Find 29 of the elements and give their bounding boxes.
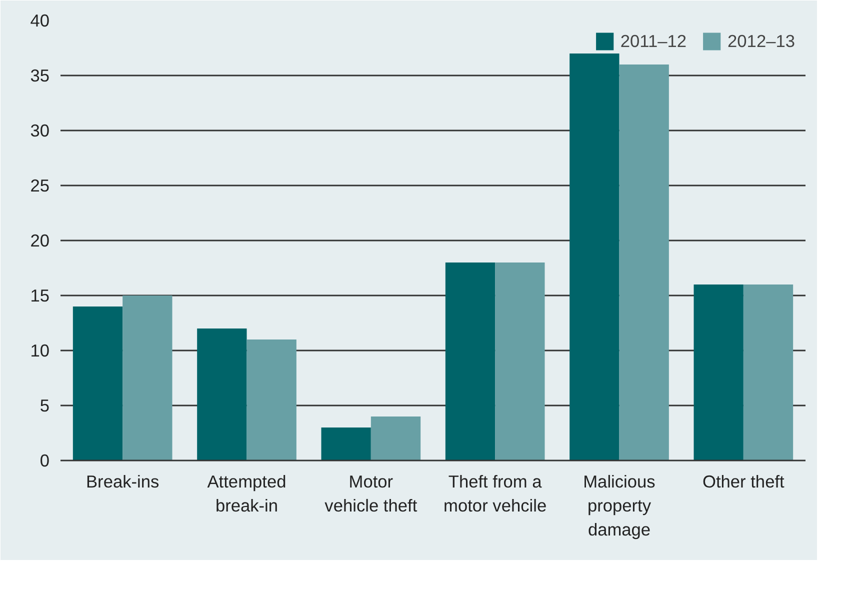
legend-label: 2012–13 xyxy=(728,30,795,52)
x-tick-label: Other theft xyxy=(702,472,785,492)
x-tick-label: Theft from a motor vehcile xyxy=(444,472,547,516)
bar xyxy=(445,262,496,460)
bar xyxy=(570,54,620,460)
y-tick-label: 35 xyxy=(30,66,50,86)
bar xyxy=(246,340,296,460)
y-tick-label: 10 xyxy=(30,340,50,360)
bar xyxy=(321,428,371,460)
bar xyxy=(495,262,545,460)
y-tick-label: 30 xyxy=(30,120,50,140)
y-tick-label: 25 xyxy=(30,176,50,196)
x-tick-label: Break-ins xyxy=(86,472,160,492)
y-tick-label: 0 xyxy=(40,450,50,470)
y-tick-label: 5 xyxy=(40,396,50,416)
bar xyxy=(743,284,794,460)
x-tick-label: Malicious property damage xyxy=(583,472,656,540)
legend-label: 2011–12 xyxy=(620,30,687,52)
x-tick-label: Attempted break-in xyxy=(207,472,286,516)
bar xyxy=(122,296,172,460)
bar xyxy=(619,64,669,460)
y-tick-label: 15 xyxy=(30,286,50,306)
bar xyxy=(694,284,744,460)
bar xyxy=(197,328,247,460)
bar xyxy=(72,306,123,460)
bar xyxy=(370,416,421,460)
x-tick-label: Motor vehicle theft xyxy=(324,472,418,516)
y-tick-label: 40 xyxy=(30,10,50,30)
y-tick-label: 20 xyxy=(30,230,50,250)
